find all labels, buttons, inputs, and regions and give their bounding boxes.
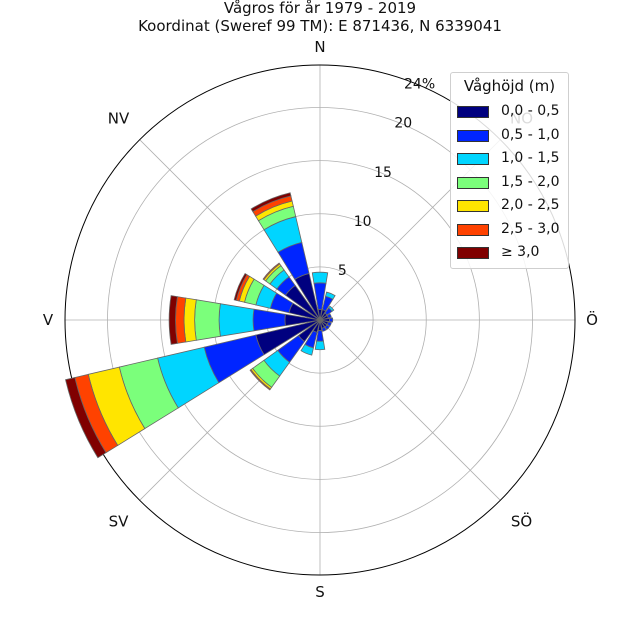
direction-label: NV [108,109,130,127]
rose-segment [326,313,332,319]
radial-tick-label: 15 [374,165,392,181]
rose-segment [175,296,187,344]
legend-item: 0,5 - 1,0 [457,126,567,145]
rose-segment [325,291,336,300]
outer-frame [64,64,576,576]
legend: Våghöjd (m) 0,0 - 0,5 0,5 - 1,0 1,0 - 1,5 1… [450,72,569,269]
rose-segment [65,377,107,459]
legend-label: 1,5 - 2,0 [501,173,560,190]
legend-title: Våghöjd (m) [463,77,556,95]
direction-label: Ö [586,310,598,329]
rose-segment [183,297,197,343]
legend-swatch [457,247,489,259]
grid-spoke [319,319,501,501]
legend-swatch [457,223,489,236]
legend-label: 1,0 - 1,5 [501,150,560,166]
rose-segment [300,343,314,356]
direction-label: S [315,583,325,601]
rose-segment [262,262,281,281]
chart-subtitle: Koordinat (Sweref 99 TM): E 871436, N 63… [138,17,502,35]
rose-segment [168,295,178,345]
rose-segment [314,340,326,351]
legend-swatch [457,106,489,118]
rose-segment [252,308,286,332]
rose-segment [250,192,292,213]
rose-segment [326,321,332,327]
legend-swatch [457,176,489,189]
direction-label: SÖ [511,512,532,531]
radial-tick-label: 20 [394,116,412,132]
rose-bars [65,192,336,459]
legend-label: 0,0 - 0,5 [501,103,560,119]
rose-segment [328,305,335,312]
rose-segment [316,330,324,342]
legend-item: 2,0 - 2,5 [457,197,567,215]
legend-swatch [457,200,489,212]
legend-item: 1,5 - 2,0 [457,173,567,192]
chart-title: Vågros för år 1979 - 2019 [223,0,417,17]
rose-segment [324,324,331,331]
rose-segment [328,317,334,323]
legend-label: ≥ 3,0 [501,244,540,260]
legend-label: 2,0 - 2,5 [501,197,560,213]
direction-label: SV [109,513,130,531]
rose-segment [249,369,271,391]
rose-segment [321,326,327,332]
direction-label: V [43,311,54,329]
legend-item: 0,0 - 0,5 [457,103,567,121]
legend-swatch [457,153,489,165]
direction-label: N [314,38,325,56]
legend-item: ≥ 3,0 [457,244,567,262]
radial-tick-label: 24% [404,76,435,92]
radial-tick-label: 5 [338,263,347,279]
rose-segment [218,303,255,337]
legend-label: 0,5 - 1,0 [501,126,560,143]
legend-label: 2,5 - 3,0 [501,220,560,237]
legend-swatch [457,129,489,142]
legend-item: 2,5 - 3,0 [457,220,567,239]
rose-segment [311,271,329,284]
rose-segment [194,299,221,341]
legend-item: 1,0 - 1,5 [457,150,567,168]
radial-tick-label: 10 [354,214,372,230]
title-block: Vågros för år 1979 - 2019 Koordinat (Swe… [0,0,640,36]
rose-segment [233,272,248,301]
